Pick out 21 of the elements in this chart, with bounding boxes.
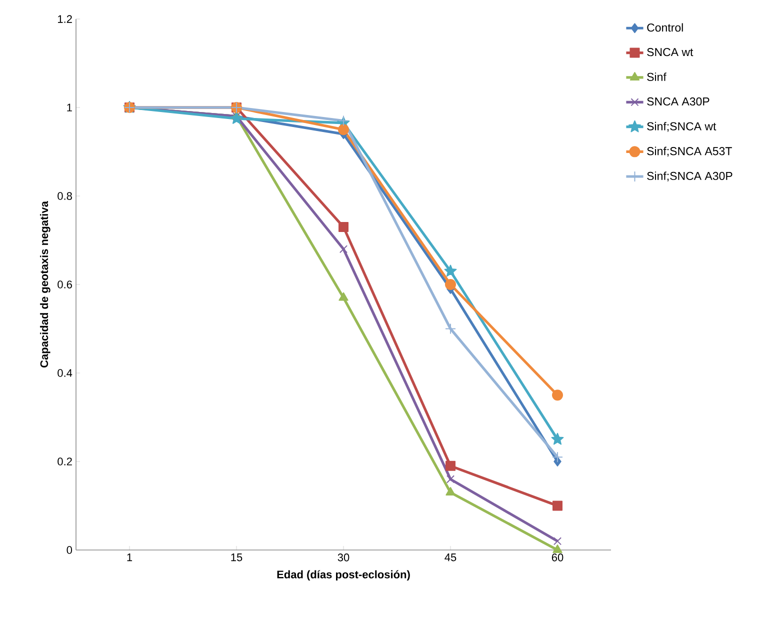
y-tick-label: 1: [67, 104, 72, 112]
x-tick-label: 60: [552, 554, 564, 562]
legend-label: SNCA wt: [647, 48, 694, 56]
legend-label: Control: [647, 23, 683, 32]
x-tick-label: 45: [444, 554, 456, 562]
y-axis-title: Capacidad de geotaxis negativa: [40, 201, 50, 368]
x-tick-label: 15: [231, 554, 242, 562]
y-tick-label: 0.8: [58, 192, 72, 200]
y-tick-label: 0.2: [58, 458, 72, 466]
y-tick-label: 0: [66, 546, 72, 554]
legend-label: Sinf;SNCA A53T: [647, 146, 732, 157]
legend-label: Sinf: [647, 72, 666, 82]
x-tick-label: 30: [338, 554, 350, 562]
y-tick-label: 0.6: [58, 280, 72, 288]
y-tick-label: 1.2: [58, 15, 72, 23]
legend-label: Sinf;SNCA wt: [647, 122, 716, 132]
y-tick-label: 0.4: [58, 369, 72, 377]
x-axis-title: Edad (días post-eclosión): [277, 570, 410, 581]
x-tick-label: 1: [127, 554, 132, 562]
legend-label: Sinf;SNCA A30P: [647, 172, 732, 182]
legend-label: SNCA A30P: [647, 97, 710, 106]
